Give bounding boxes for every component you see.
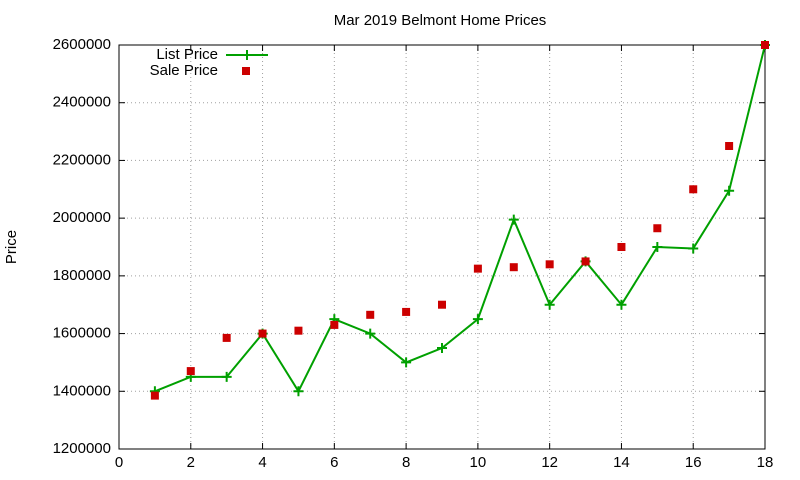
y-tick-label: 1800000	[53, 267, 111, 284]
point	[473, 264, 482, 273]
y-tick-label: 2200000	[53, 151, 111, 168]
point	[652, 242, 663, 252]
point	[761, 41, 769, 49]
point	[688, 243, 699, 254]
y-tick-label: 1600000	[53, 325, 111, 342]
y-tick-label: 1200000	[53, 440, 111, 457]
legend-swatch	[242, 67, 250, 75]
legend-swatch	[242, 50, 252, 60]
point	[150, 391, 159, 400]
line	[154, 44, 766, 394]
x-tick-label: 2	[187, 454, 195, 471]
legend-label: List Price	[156, 46, 218, 63]
y-tick-label: 2600000	[53, 36, 111, 53]
x-tick-label: 14	[613, 454, 630, 471]
point	[186, 367, 195, 376]
point	[544, 299, 555, 310]
x-tick-label: 18	[757, 454, 774, 471]
point	[437, 343, 447, 353]
y-tick-label: 1400000	[53, 382, 111, 399]
point	[724, 185, 735, 196]
point	[725, 142, 734, 150]
point	[653, 224, 662, 233]
point	[472, 314, 483, 325]
point	[294, 326, 303, 335]
y-tick-label: 2400000	[53, 94, 111, 111]
x-tick-label: 12	[541, 454, 558, 471]
point	[366, 310, 375, 319]
x-tick-label: 10	[470, 454, 487, 471]
chart-title: Mar 2019 Belmont Home Prices	[334, 12, 547, 29]
point	[258, 329, 267, 338]
x-tick-label: 4	[258, 454, 266, 471]
x-tick-label: 0	[115, 454, 123, 471]
point	[545, 260, 554, 269]
point	[330, 320, 339, 329]
point	[438, 300, 446, 309]
point	[221, 371, 232, 382]
point	[581, 257, 590, 266]
y-axis-label: Price	[3, 230, 20, 264]
x-tick-label: 8	[402, 454, 410, 471]
plot-frame	[118, 44, 766, 450]
point	[222, 333, 231, 342]
point	[365, 328, 376, 339]
point	[616, 299, 627, 310]
point	[293, 386, 304, 397]
point	[401, 357, 412, 368]
point	[689, 185, 698, 194]
point	[508, 214, 519, 225]
point	[509, 263, 518, 272]
point	[617, 243, 626, 251]
x-tick-label: 6	[330, 454, 338, 471]
y-tick-label: 2000000	[53, 209, 111, 226]
legend-label: Sale Price	[150, 62, 218, 79]
x-tick-label: 16	[685, 454, 702, 471]
point	[402, 307, 411, 316]
